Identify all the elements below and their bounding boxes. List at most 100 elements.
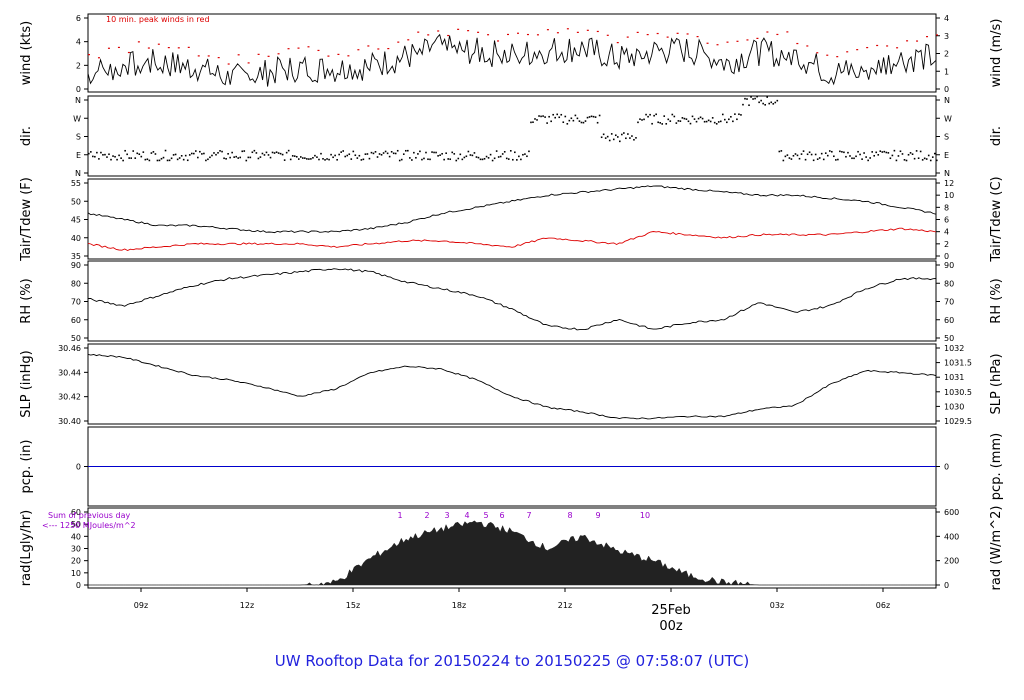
dir-point: [308, 158, 310, 160]
dir-point: [919, 150, 922, 153]
dir-point: [376, 156, 379, 158]
dir-point: [437, 155, 439, 157]
dir-point: [302, 157, 304, 159]
dir-point: [774, 101, 777, 104]
dir-point: [905, 159, 908, 162]
dir-point: [843, 151, 845, 154]
pcp-left-tick-label: 0: [76, 463, 81, 472]
dir-point: [800, 153, 803, 155]
dir-point: [388, 155, 391, 158]
dir-point: [602, 133, 605, 136]
dir-point: [156, 159, 159, 162]
tair_tdew-right-tick-label: 0: [944, 252, 949, 261]
dir-point: [717, 121, 720, 123]
dir-point: [681, 117, 684, 119]
dir-point: [610, 133, 613, 135]
dir-point: [816, 158, 819, 160]
dir-point: [186, 159, 189, 162]
dir-point: [756, 95, 758, 98]
rh-left-tick-label: 60: [71, 316, 81, 325]
dir-point: [152, 151, 155, 153]
dir-left-tick-label: N: [75, 96, 81, 105]
dir-point: [229, 156, 231, 159]
dir-point: [386, 152, 389, 155]
dir-point: [637, 121, 639, 124]
dir-point: [917, 157, 920, 160]
dir-point: [164, 149, 167, 152]
dir-point: [600, 136, 603, 139]
dir-point: [348, 153, 351, 156]
dir-point: [263, 154, 266, 156]
dir-point: [114, 155, 116, 158]
tair_tdew-right-tick-label: 8: [944, 203, 949, 212]
dir-point: [419, 150, 421, 153]
dir-point: [784, 155, 787, 158]
dir-point: [552, 113, 554, 116]
dir-point: [788, 157, 791, 159]
rad-hour-label: 6: [499, 511, 504, 520]
dir-point: [184, 154, 187, 157]
dir-point: [744, 97, 746, 100]
dir-point: [227, 153, 229, 155]
dir-point: [285, 151, 288, 154]
dir-point: [427, 158, 429, 161]
dir-point: [239, 156, 242, 159]
wind-right-tick-label: 2: [944, 50, 949, 59]
dir-point: [336, 158, 338, 161]
slp-right-tick-label: 1029.5: [944, 417, 972, 426]
dir-point: [398, 159, 401, 162]
dir-point: [409, 157, 411, 159]
dir-point: [98, 158, 100, 160]
pcp-right-tick-label: 0: [944, 463, 949, 472]
dir-point: [257, 157, 260, 160]
dir-point: [651, 122, 653, 125]
dir-point: [154, 153, 157, 155]
dir-point: [709, 120, 712, 123]
dir-point: [245, 159, 248, 162]
dir-point: [701, 117, 704, 120]
dir-point: [158, 159, 161, 162]
figure-title: UW Rooftop Data for 20150224 to 20150225…: [275, 652, 749, 670]
dir-point: [806, 153, 809, 156]
dir-point: [499, 155, 502, 158]
dir-point: [300, 156, 302, 158]
dir-point: [792, 154, 795, 157]
dir-point: [485, 155, 488, 158]
dir-point: [633, 138, 635, 141]
dir-point: [899, 150, 902, 153]
dir-point: [413, 151, 415, 154]
dir-point: [322, 157, 324, 160]
dir-point: [742, 103, 744, 106]
wind-right-tick-label: 0: [944, 85, 949, 94]
dir-point: [524, 153, 526, 155]
dir-point: [334, 154, 336, 157]
dir-point: [556, 113, 559, 116]
dir-point: [516, 159, 518, 161]
dir-point: [197, 156, 199, 159]
dir-point: [411, 159, 413, 161]
dir-point: [588, 116, 591, 118]
rad-left-tick-label: 40: [71, 532, 81, 541]
rad-left-tick-label: 0: [76, 581, 81, 590]
dir-point: [869, 157, 871, 159]
dir-point: [782, 159, 785, 162]
dir-point: [384, 150, 387, 153]
dir-point: [703, 120, 706, 123]
dir-point: [562, 121, 565, 124]
dir-point: [578, 120, 581, 122]
rh-left-tick-label: 90: [71, 261, 81, 270]
dir-point: [740, 114, 742, 116]
dir-point: [380, 153, 383, 156]
dir-point: [635, 137, 637, 139]
dir-point: [669, 120, 672, 122]
dir-point: [350, 158, 353, 160]
dir-point: [172, 154, 175, 156]
dir-point: [344, 155, 347, 158]
dir-point: [667, 118, 670, 121]
dir-point: [429, 158, 431, 161]
dir-point: [824, 152, 827, 154]
rad-right-tick-label: 0: [944, 581, 949, 590]
dir-point: [435, 151, 437, 154]
dir-point: [796, 154, 799, 157]
dir-point: [845, 155, 847, 158]
